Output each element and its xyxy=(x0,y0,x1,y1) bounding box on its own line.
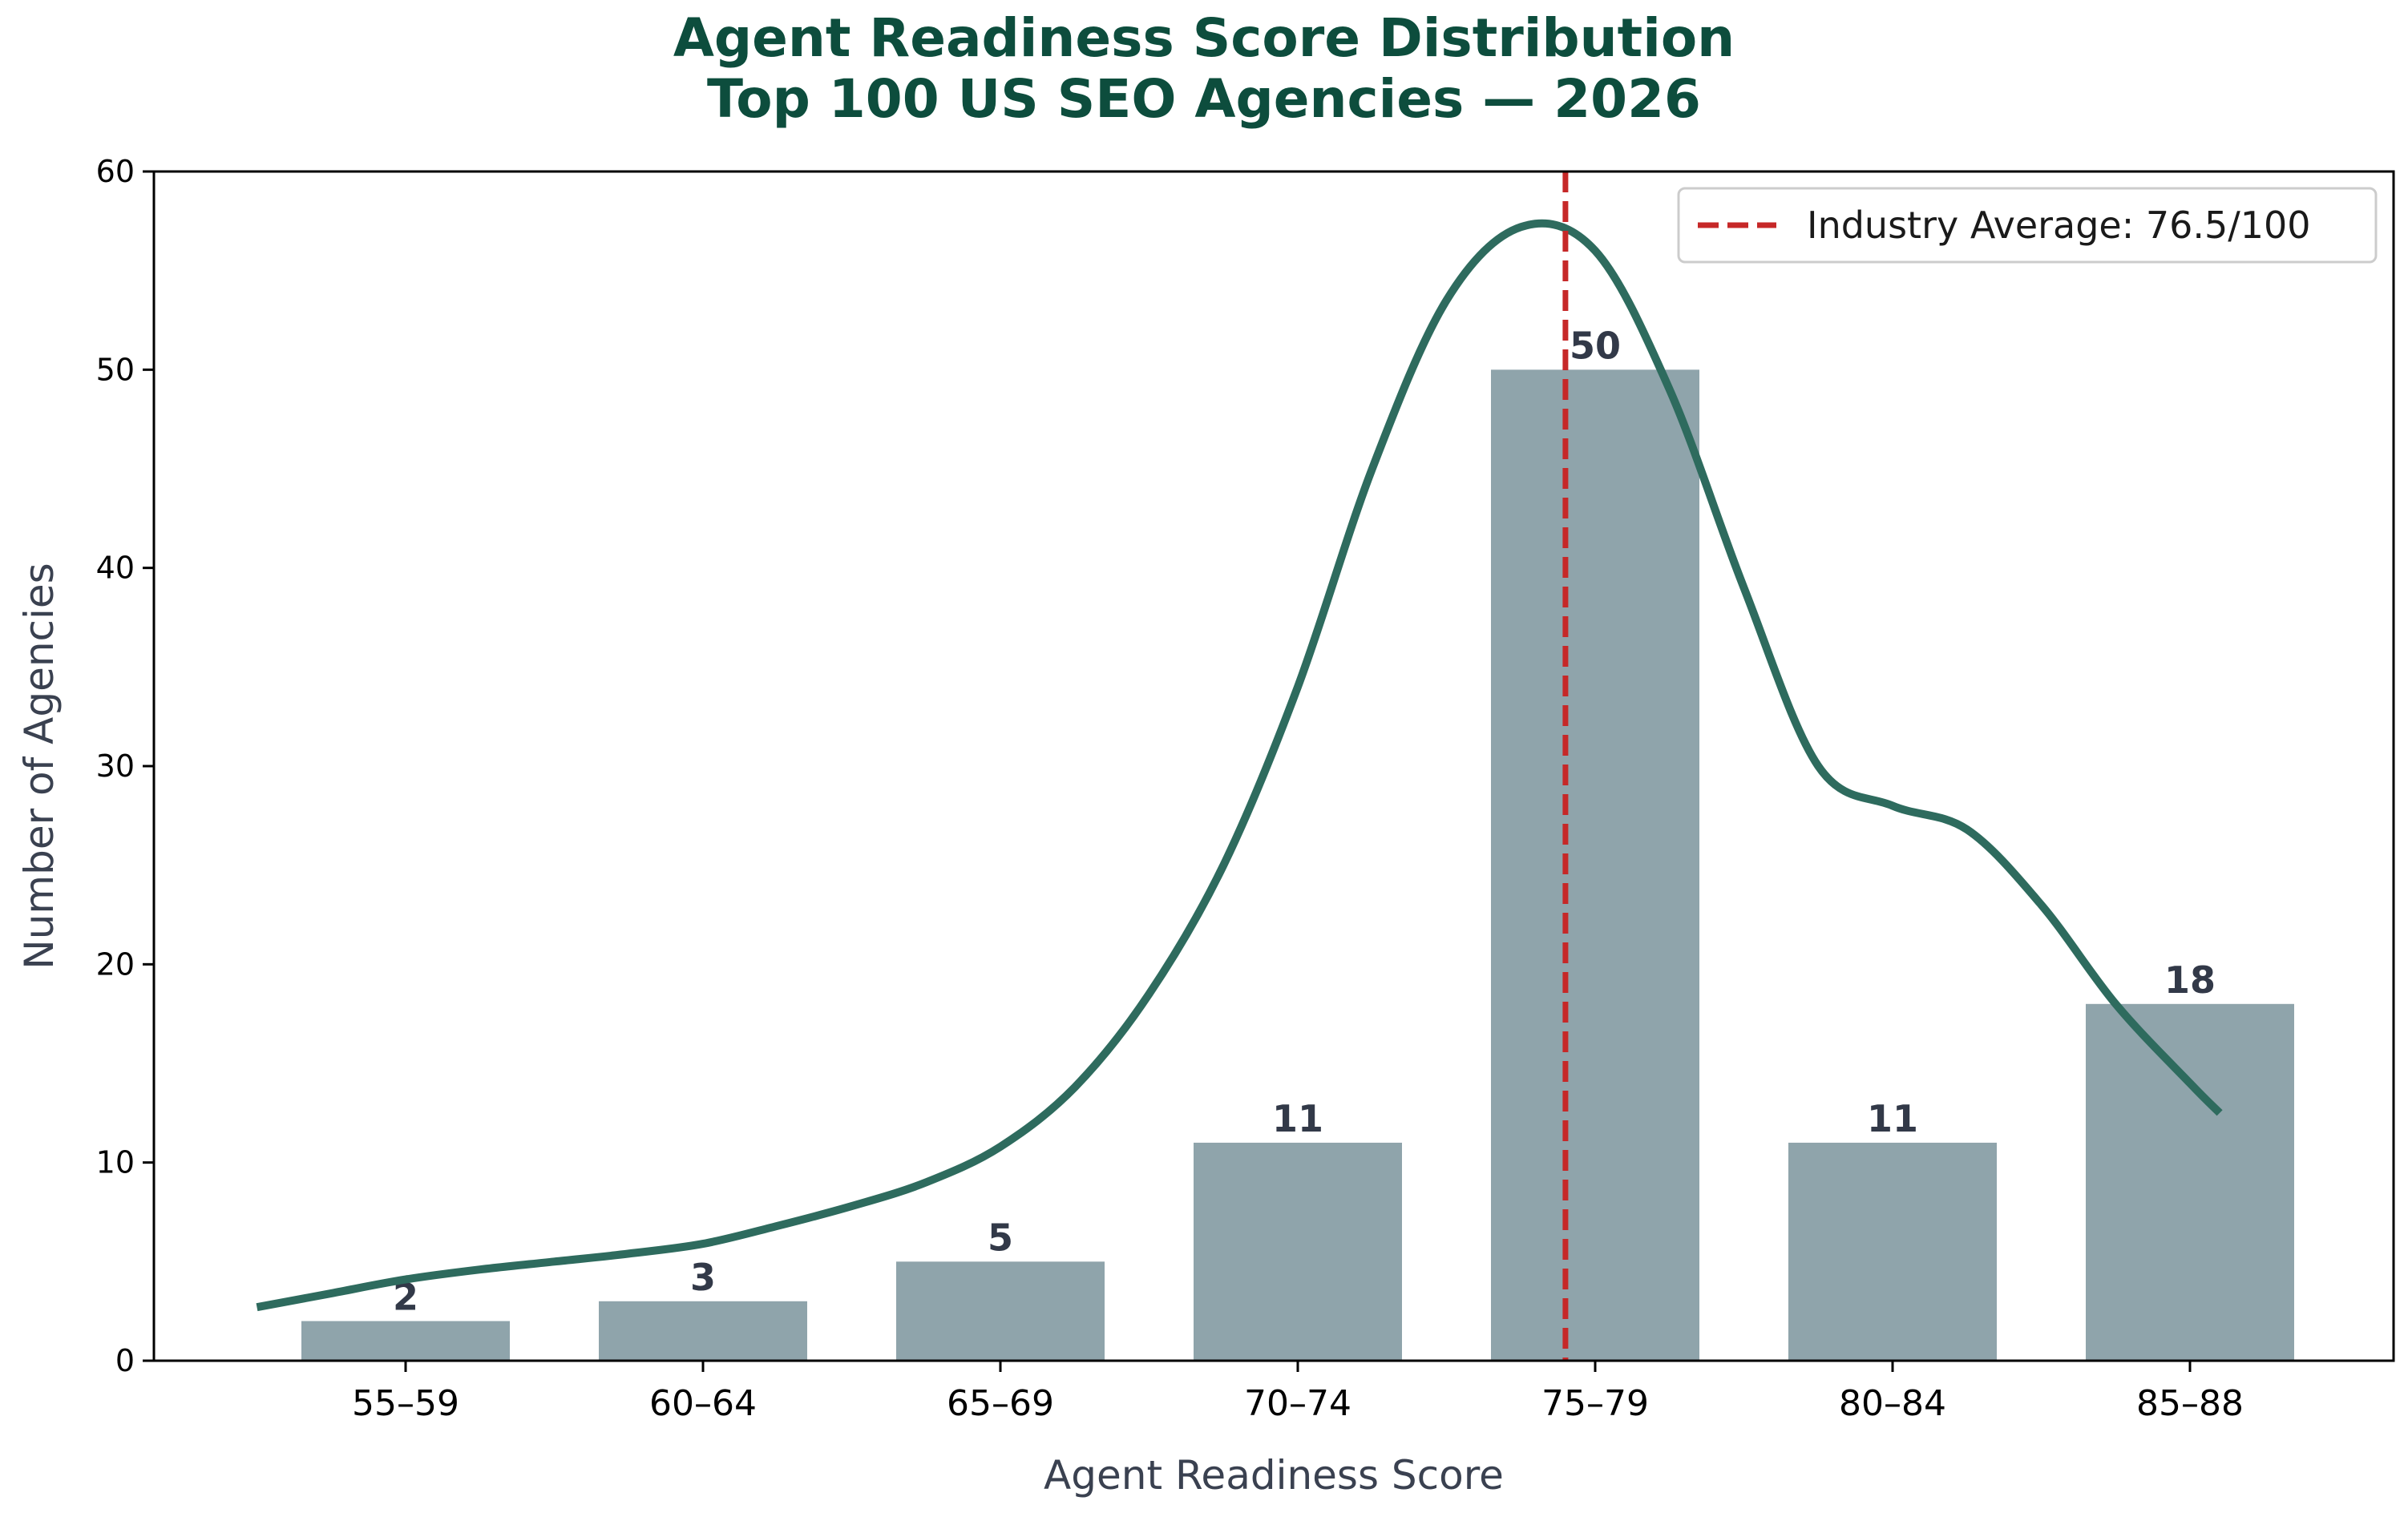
bar xyxy=(599,1301,807,1361)
chart-title-line-2: Top 100 US SEO Agencies — 2026 xyxy=(707,68,1701,130)
chart-title-line-1: Agent Readiness Score Distribution xyxy=(673,7,1735,69)
bar-value-label: 5 xyxy=(988,1216,1013,1259)
bar-value-label: 11 xyxy=(1272,1097,1323,1140)
y-axis-ticks: 0 10 20 30 40 50 60 xyxy=(96,154,154,1378)
bars xyxy=(301,369,2294,1361)
y-tick-label: 40 xyxy=(96,551,135,586)
bar-value-label: 50 xyxy=(1570,324,1621,367)
x-axis-ticks: 55–59 60–64 65–69 70–74 75–79 80–84 85–88 xyxy=(352,1361,2244,1424)
x-axis-label: Agent Readiness Score xyxy=(1044,1452,1504,1499)
x-tick-label: 75–79 xyxy=(1541,1383,1649,1424)
x-tick-label: 60–64 xyxy=(649,1383,757,1424)
y-tick-label: 20 xyxy=(96,946,135,982)
legend-label: Industry Average: 76.5/100 xyxy=(1807,204,2311,247)
y-tick-label: 10 xyxy=(96,1145,135,1180)
y-tick-label: 0 xyxy=(115,1343,135,1378)
bar xyxy=(896,1261,1105,1361)
density-curve xyxy=(256,219,2223,1312)
y-axis-label: Number of Agencies xyxy=(16,563,63,969)
y-tick-label: 60 xyxy=(96,154,135,189)
bar-value-label: 18 xyxy=(2164,958,2216,1002)
bar xyxy=(1194,1142,1402,1361)
bar xyxy=(2086,1003,2294,1361)
bar-value-label: 3 xyxy=(690,1256,716,1299)
y-tick-label: 30 xyxy=(96,748,135,784)
bar xyxy=(1788,1142,1997,1361)
x-tick-label: 65–69 xyxy=(947,1383,1054,1424)
x-tick-label: 70–74 xyxy=(1244,1383,1351,1424)
bar xyxy=(301,1321,510,1361)
bar-value-label: 11 xyxy=(1867,1097,1918,1140)
x-tick-label: 55–59 xyxy=(352,1383,459,1424)
bar xyxy=(1491,369,1699,1361)
x-tick-label: 85–88 xyxy=(2136,1383,2244,1424)
y-tick-label: 50 xyxy=(96,352,135,387)
legend: Industry Average: 76.5/100 xyxy=(1677,187,2378,264)
legend-box xyxy=(1677,187,2378,264)
x-tick-label: 80–84 xyxy=(1839,1383,1946,1424)
plot-frame xyxy=(152,170,2395,1362)
